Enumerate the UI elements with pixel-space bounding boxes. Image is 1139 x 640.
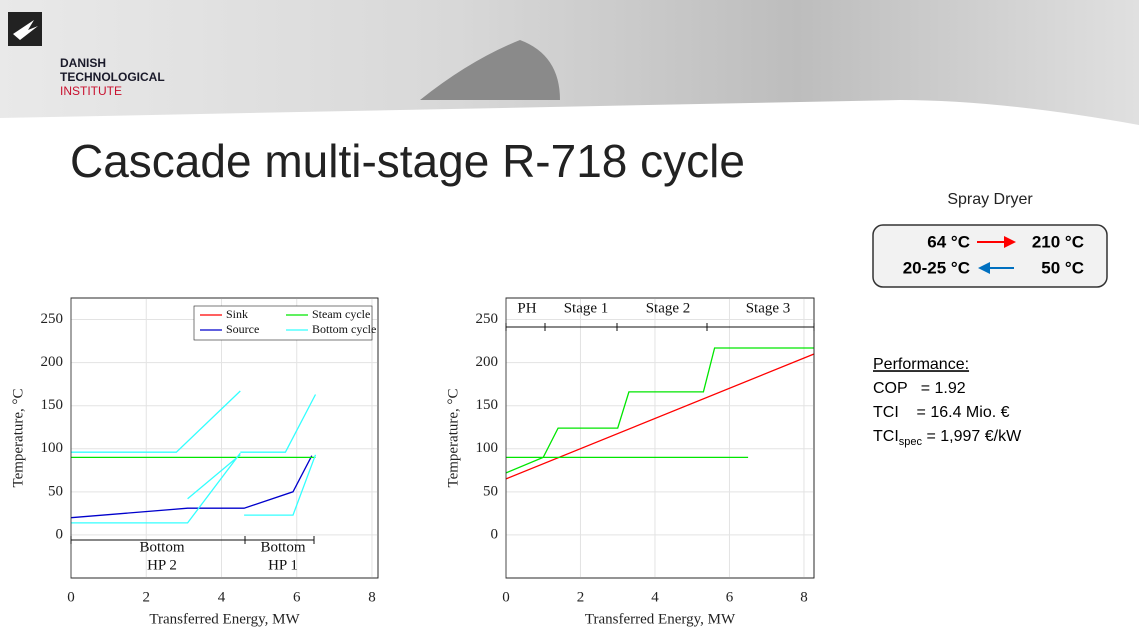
dryer-temp: 64 °C bbox=[927, 232, 970, 251]
legend-label: Steam cycle bbox=[312, 307, 370, 321]
header-image bbox=[420, 40, 560, 100]
x-tick-label: 0 bbox=[502, 589, 510, 605]
cold-arrow-head bbox=[978, 262, 990, 274]
y-tick-label: 0 bbox=[491, 526, 499, 542]
logo-text: DANISH bbox=[60, 56, 106, 70]
plot-area bbox=[70, 297, 379, 579]
annotation: Bottom bbox=[139, 539, 184, 555]
y-tick-label: 100 bbox=[476, 440, 499, 456]
x-tick-label: 4 bbox=[218, 589, 226, 605]
annotation: HP 1 bbox=[268, 557, 298, 573]
x-axis-label: Transferred Energy, MW bbox=[149, 611, 300, 627]
header-banner bbox=[0, 0, 1139, 125]
tci-spec-value: = 1,997 €/kW bbox=[922, 428, 1022, 445]
x-tick-label: 6 bbox=[726, 589, 734, 605]
logo-bird bbox=[13, 20, 38, 40]
annotation: HP 2 bbox=[147, 557, 177, 573]
y-tick-label: 250 bbox=[476, 311, 499, 327]
slide-title: Cascade multi-stage R-718 cycle bbox=[70, 135, 745, 187]
annotation: Stage 3 bbox=[746, 300, 791, 316]
logo-text: INSTITUTE bbox=[60, 84, 122, 98]
y-tick-label: 50 bbox=[48, 483, 63, 499]
y-axis-label: Temperature, °C bbox=[445, 388, 461, 487]
y-axis-label: Temperature, °C bbox=[10, 388, 26, 487]
x-axis-label: Transferred Energy, MW bbox=[585, 611, 736, 627]
dryer-temp: 50 °C bbox=[1041, 258, 1084, 277]
logo-text: TECHNOLOGICAL bbox=[60, 70, 165, 84]
series-line bbox=[71, 390, 317, 524]
legend-box bbox=[193, 305, 373, 341]
dryer-box bbox=[872, 224, 1108, 288]
y-tick-label: 200 bbox=[476, 354, 499, 370]
x-tick-label: 0 bbox=[67, 589, 75, 605]
y-tick-label: 50 bbox=[483, 483, 498, 499]
dryer-title: Spray Dryer bbox=[947, 191, 1033, 208]
x-tick-label: 4 bbox=[651, 589, 659, 605]
performance-line: TCIspec = 1,997 €/kW bbox=[873, 428, 1022, 448]
y-tick-label: 150 bbox=[476, 397, 499, 413]
x-tick-label: 8 bbox=[800, 589, 808, 605]
annotation: Bottom bbox=[260, 539, 305, 555]
dryer-temp: 210 °C bbox=[1032, 232, 1084, 251]
y-tick-label: 200 bbox=[41, 354, 64, 370]
x-tick-label: 8 bbox=[368, 589, 376, 605]
annotation: PH bbox=[517, 300, 536, 316]
plot-frame bbox=[70, 297, 379, 579]
series-line bbox=[505, 347, 814, 474]
x-tick-label: 2 bbox=[142, 589, 150, 605]
annotation: Stage 2 bbox=[646, 300, 691, 316]
performance-line: COP = 1.92 bbox=[873, 380, 966, 397]
x-tick-label: 6 bbox=[293, 589, 301, 605]
hot-arrow-head bbox=[1004, 236, 1016, 248]
performance-heading: Performance: bbox=[873, 356, 969, 373]
performance-line: TCI = 16.4 Mio. € bbox=[873, 404, 1010, 421]
x-tick-label: 2 bbox=[577, 589, 585, 605]
y-tick-label: 0 bbox=[56, 526, 64, 542]
legend-label: Sink bbox=[226, 307, 248, 321]
y-tick-label: 100 bbox=[41, 440, 64, 456]
dryer-temp: 20-25 °C bbox=[903, 258, 970, 277]
plot-area bbox=[505, 297, 815, 579]
tci-spec-sub: spec bbox=[899, 436, 923, 448]
tci-spec: TCI bbox=[873, 428, 899, 445]
legend-label: Bottom cycle bbox=[312, 322, 376, 336]
annotation: Stage 1 bbox=[564, 300, 609, 316]
series-line bbox=[505, 353, 815, 480]
plot-frame bbox=[505, 297, 815, 579]
y-tick-label: 150 bbox=[41, 397, 64, 413]
series-line bbox=[70, 455, 313, 519]
legend-label: Source bbox=[226, 322, 259, 336]
y-tick-label: 250 bbox=[41, 311, 64, 327]
